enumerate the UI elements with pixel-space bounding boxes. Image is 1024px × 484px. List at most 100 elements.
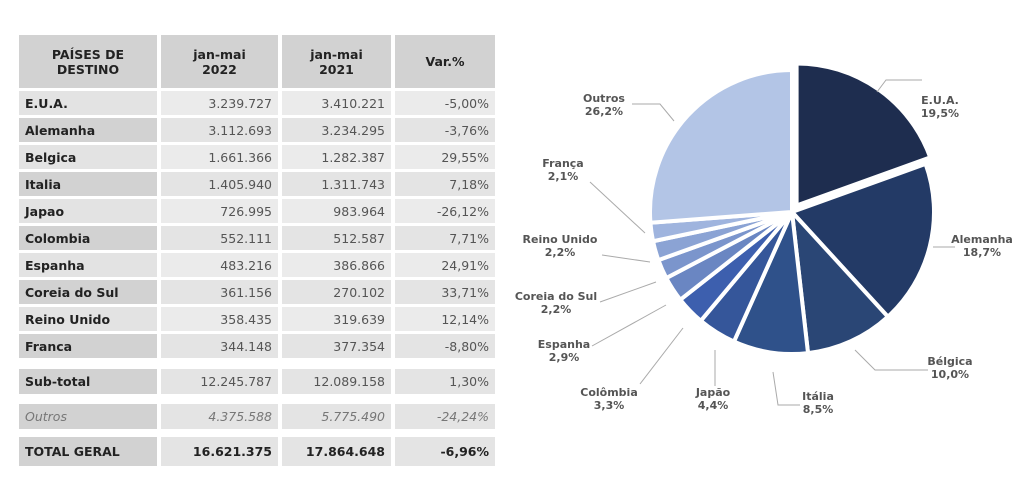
- slice-value-label: 4,4%: [698, 399, 729, 412]
- slice-label: Reino Unido: [523, 233, 598, 246]
- country-cell: Espanha: [19, 253, 157, 277]
- country-cell: TOTAL GERAL: [19, 437, 157, 466]
- value-cell: 512.587: [282, 226, 391, 250]
- value-cell: 358.435: [161, 307, 278, 331]
- slice-value-label: 2,1%: [548, 170, 579, 183]
- table-row: Japao 726.995 983.964 -26,12%: [19, 199, 497, 223]
- pie-slice: [794, 61, 933, 209]
- slice-label: Coreia do Sul: [515, 290, 597, 303]
- table-row: Belgica 1.661.366 1.282.387 29,55%: [19, 145, 497, 169]
- pie-slice: [788, 161, 936, 320]
- leader-line: [599, 281, 657, 303]
- leader-line: [591, 304, 667, 347]
- country-cell: Italia: [19, 172, 157, 196]
- slice-value-label: 2,2%: [545, 246, 576, 259]
- country-cell: Japao: [19, 199, 157, 223]
- value-cell: 270.102: [282, 280, 391, 304]
- variation-cell: -24,24%: [395, 404, 495, 429]
- slice-label: Espanha: [538, 338, 590, 351]
- table-row: E.U.A. 3.239.727 3.410.221 -5,00%: [19, 91, 497, 115]
- table-row: Franca 344.148 377.354 -8,80%: [19, 334, 497, 358]
- value-cell: 483.216: [161, 253, 278, 277]
- variation-cell: 7,71%: [395, 226, 495, 250]
- value-cell: 4.375.588: [161, 404, 278, 429]
- variation-cell: -3,76%: [395, 118, 495, 142]
- leader-line: [639, 327, 684, 385]
- slice-label: Bélgica: [927, 355, 972, 368]
- country-cell: Colombia: [19, 226, 157, 250]
- value-cell: 3.239.727: [161, 91, 278, 115]
- country-cell: Alemanha: [19, 118, 157, 142]
- leader-line: [632, 103, 675, 122]
- slice-value-label: 19,5%: [921, 107, 959, 120]
- value-cell: 12.245.787: [161, 369, 278, 394]
- value-cell: 386.866: [282, 253, 391, 277]
- slice-value-label: 2,2%: [541, 303, 572, 316]
- outros-row: Outros 4.375.588 5.775.490 -24,24%: [19, 404, 497, 429]
- value-cell: 16.621.375: [161, 437, 278, 466]
- value-cell: 1.282.387: [282, 145, 391, 169]
- slice-value-label: 18,7%: [963, 246, 1001, 259]
- country-cell: Outros: [19, 404, 157, 429]
- value-cell: 344.148: [161, 334, 278, 358]
- leader-line: [854, 349, 928, 371]
- slice-value-label: 3,3%: [594, 399, 625, 412]
- country-cell: E.U.A.: [19, 91, 157, 115]
- table-row: Alemanha 3.112.693 3.234.295 -3,76%: [19, 118, 497, 142]
- leader-line: [876, 79, 922, 93]
- variation-cell: 24,91%: [395, 253, 495, 277]
- value-cell: 983.964: [282, 199, 391, 223]
- leader-line: [589, 181, 646, 234]
- value-cell: 1.661.366: [161, 145, 278, 169]
- value-cell: 3.410.221: [282, 91, 391, 115]
- value-cell: 1.405.940: [161, 172, 278, 196]
- slice-label: Itália: [802, 390, 834, 403]
- leader-line: [772, 371, 800, 406]
- country-cell: Coreia do Sul: [19, 280, 157, 304]
- value-cell: 361.156: [161, 280, 278, 304]
- value-cell: 3.234.295: [282, 118, 391, 142]
- table-row: Coreia do Sul 361.156 270.102 33,71%: [19, 280, 497, 304]
- table-row: Italia 1.405.940 1.311.743 7,18%: [19, 172, 497, 196]
- country-cell: Belgica: [19, 145, 157, 169]
- variation-cell: 7,18%: [395, 172, 495, 196]
- table-row: Reino Unido 358.435 319.639 12,14%: [19, 307, 497, 331]
- slice-label: Colômbia: [580, 386, 638, 399]
- table-header: PAÍSES DE DESTINO jan-mai 2022 jan-mai 202…: [19, 35, 497, 88]
- value-cell: 1.311.743: [282, 172, 391, 196]
- value-cell: 17.864.648: [282, 437, 391, 466]
- slice-value-label: 8,5%: [803, 403, 834, 416]
- total-row: TOTAL GERAL 16.621.375 17.864.648 -6,96%: [19, 437, 497, 466]
- country-cell: Reino Unido: [19, 307, 157, 331]
- value-cell: jan-mai 2021: [282, 35, 391, 88]
- variation-cell: 12,14%: [395, 307, 495, 331]
- country-cell: Franca: [19, 334, 157, 358]
- variation-cell: -26,12%: [395, 199, 495, 223]
- country-cell: PAÍSES DE DESTINO: [19, 35, 157, 88]
- variation-cell: 29,55%: [395, 145, 495, 169]
- slice-value-label: 26,2%: [585, 105, 623, 118]
- slice-value-label: 2,9%: [549, 351, 580, 364]
- value-cell: 552.111: [161, 226, 278, 250]
- variation-cell: 1,30%: [395, 369, 495, 394]
- country-cell: Sub-total: [19, 369, 157, 394]
- pie-slice: [648, 67, 794, 225]
- slice-label: E.U.A.: [921, 94, 959, 107]
- variation-cell: Var.%: [395, 35, 495, 88]
- value-cell: 5.775.490: [282, 404, 391, 429]
- variation-cell: -8,80%: [395, 334, 495, 358]
- value-cell: 12.089.158: [282, 369, 391, 394]
- slice-value-label: 10,0%: [931, 368, 969, 381]
- table-row: Colombia 552.111 512.587 7,71%: [19, 226, 497, 250]
- value-cell: 3.112.693: [161, 118, 278, 142]
- slice-label: França: [542, 157, 583, 170]
- value-cell: jan-mai 2022: [161, 35, 278, 88]
- value-cell: 319.639: [282, 307, 391, 331]
- leader-line: [601, 254, 651, 263]
- value-cell: 726.995: [161, 199, 278, 223]
- variation-cell: -5,00%: [395, 91, 495, 115]
- slice-label: Alemanha: [951, 233, 1013, 246]
- slice-label: Outros: [583, 92, 625, 105]
- slice-label: Japão: [695, 386, 731, 399]
